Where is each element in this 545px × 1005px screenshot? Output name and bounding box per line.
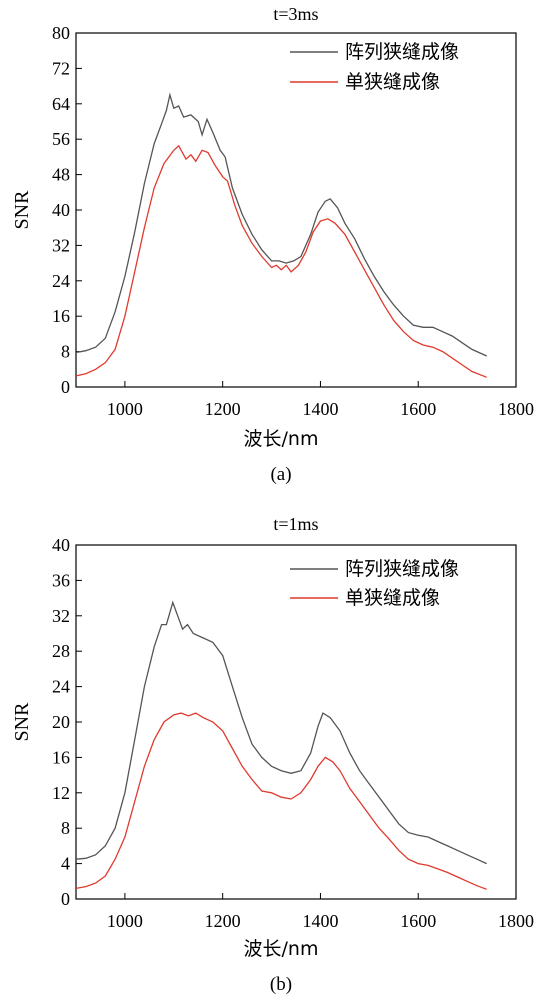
- y-tick-label: 12: [52, 783, 70, 803]
- y-tick-label: 64: [52, 94, 70, 114]
- x-tick-label: 1200: [205, 911, 241, 931]
- series-line-1: [76, 144, 487, 378]
- chart-title: t=3ms: [273, 4, 318, 24]
- plot-frame: [75, 32, 517, 388]
- y-tick-label: 32: [52, 235, 70, 255]
- figure-caption: (a): [270, 464, 291, 485]
- x-tick-label: 1800: [498, 911, 534, 931]
- y-axis-label: SNR: [11, 190, 33, 230]
- y-tick-label: 32: [52, 606, 70, 626]
- y-tick-label: 28: [52, 641, 70, 661]
- y-tick-label: 8: [61, 818, 70, 838]
- series-line-0: [76, 600, 487, 865]
- legend-label-1: 单狭缝成像: [345, 71, 440, 93]
- y-tick-label: 80: [52, 23, 70, 43]
- y-tick-label: 48: [52, 165, 70, 185]
- legend-label-0: 阵列狭缝成像: [345, 558, 459, 580]
- y-tick-label: 40: [52, 200, 70, 220]
- x-tick-label: 1400: [302, 399, 338, 419]
- series-line-1: [76, 712, 487, 890]
- chart-title: t=1ms: [273, 514, 318, 534]
- series-line-0: [76, 92, 487, 357]
- chart-panel-0: t=3ms 0 8 16 24 32 40 48 56 64 72 80 1000 1200 1400 160…: [11, 4, 534, 485]
- x-tick-label: 1600: [400, 911, 436, 931]
- y-tick-label: 16: [52, 306, 70, 326]
- x-axis-label: 波长/nm: [244, 428, 319, 450]
- x-tick-label: 1600: [400, 399, 436, 419]
- y-tick-label: 24: [52, 271, 70, 291]
- y-tick-label: 4: [61, 854, 70, 874]
- y-tick-label: 0: [61, 377, 70, 397]
- chart-panel-1: t=1ms 0 4 8 12 16 20 24 28 32 36 40 1000 1200 1400 1600…: [11, 514, 534, 995]
- x-axis-label: 波长/nm: [244, 938, 319, 960]
- legend-label-1: 单狭缝成像: [345, 587, 440, 609]
- y-tick-label: 0: [61, 889, 70, 909]
- x-tick-label: 1000: [107, 911, 143, 931]
- y-tick-label: 24: [52, 677, 70, 697]
- y-tick-label: 56: [52, 129, 70, 149]
- x-tick-label: 1800: [498, 399, 534, 419]
- y-tick-label: 72: [52, 58, 70, 78]
- y-tick-label: 20: [52, 712, 70, 732]
- x-tick-label: 1000: [107, 399, 143, 419]
- figure-caption: (b): [270, 974, 292, 995]
- legend-label-0: 阵列狭缝成像: [345, 41, 459, 63]
- y-tick-label: 8: [61, 342, 70, 362]
- y-axis-label: SNR: [11, 702, 33, 742]
- y-tick-label: 36: [52, 570, 70, 590]
- y-tick-label: 16: [52, 747, 70, 767]
- x-tick-label: 1200: [205, 399, 241, 419]
- y-tick-label: 40: [52, 535, 70, 555]
- x-tick-label: 1400: [302, 911, 338, 931]
